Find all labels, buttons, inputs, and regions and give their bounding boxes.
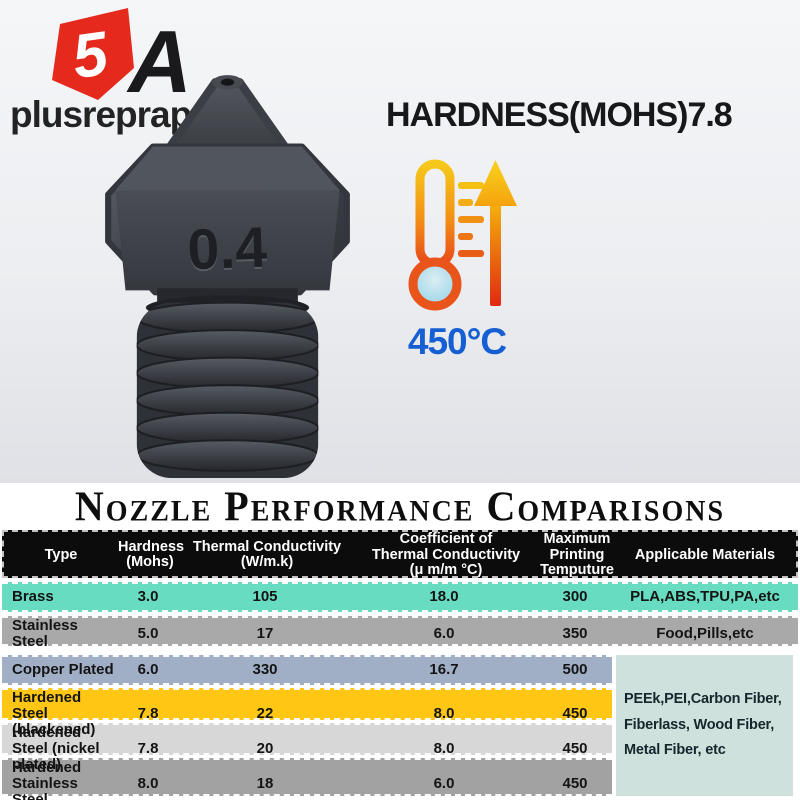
column-header-max-printing-temp: Maximum Printing Temputure bbox=[540, 531, 614, 579]
section-title-bar: Nozzle Performance Comparisons bbox=[0, 483, 800, 530]
column-header-thermal-conductivity: Thermal Conductivity (W/m.k) bbox=[192, 538, 342, 571]
nozzle-photo: 0.4 0.4 bbox=[105, 75, 350, 478]
max-temperature-value: 450°C bbox=[407, 321, 507, 362]
nozzle-threads bbox=[136, 302, 319, 478]
column-header-hardness: Hardness (Mohs) bbox=[118, 538, 185, 571]
nozzle-size-marking: 0.4 bbox=[186, 216, 268, 283]
svg-text:0.4: 0.4 bbox=[187, 218, 269, 285]
table-row-copper-plated: Copper Plated 6.0 330 16.7 500 bbox=[2, 655, 612, 685]
column-header-type: Type bbox=[44, 546, 78, 563]
section-title: Nozzle Performance Comparisons bbox=[74, 482, 726, 531]
nozzle-orifice bbox=[220, 78, 235, 86]
table-row-hardened-steel-nickel: Hardened Steel (nickel plated) 7.8 20 8.… bbox=[2, 723, 612, 772]
comparison-table: Type Hardness (Mohs) Thermal Conductivit… bbox=[0, 530, 800, 800]
thermometer-rising-icon bbox=[408, 159, 517, 311]
table-row-hardened-stainless-steel: Hardened Stainless Steel 8.0 18 6.0 450 bbox=[2, 758, 612, 800]
table-row-hardened-steel-blackened: Hardened Steel (blackened) 7.8 22 8.0 45… bbox=[2, 688, 612, 737]
shared-materials-cell: PEEk,PEI,Carbon Fiber, Fiberlass, Wood F… bbox=[616, 655, 793, 796]
table-row-stainless-steel: Stainless Steel 5.0 17 6.0 350 Food,Pill… bbox=[2, 616, 798, 649]
hero-section: 5 A plusreprap bbox=[0, 0, 800, 483]
brand-name: plusreprap bbox=[10, 94, 192, 135]
temperature-block: 450°C bbox=[396, 156, 518, 363]
brand-mark-icon: 5 A bbox=[52, 8, 192, 104]
brand-mark-letter: A bbox=[126, 12, 192, 104]
table-row-brass: Brass 3.0 105 18.0 300 PLA,ABS,TPU,PA,et… bbox=[2, 582, 798, 612]
column-header-coefficient: Coefficient of Thermal Conductivity (μ m… bbox=[371, 531, 521, 579]
hardness-headline: HARDNESS(MOHS)7.8 bbox=[386, 96, 733, 134]
up-arrow-icon bbox=[474, 160, 517, 306]
column-header-applicable-materials: Applicable Materials bbox=[634, 546, 776, 563]
table-header-row: Type Hardness (Mohs) Thermal Conductivit… bbox=[2, 530, 798, 578]
